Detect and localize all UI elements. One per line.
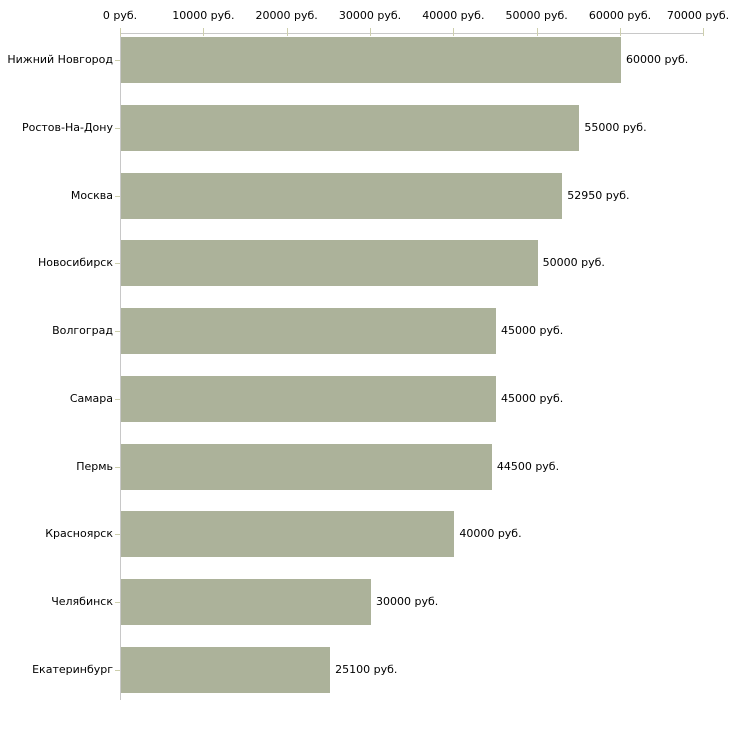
x-axis-tick-label: 30000 руб.: [338, 9, 402, 22]
category-label: Самара: [69, 391, 113, 405]
value-label: 40000 руб.: [459, 527, 522, 541]
x-axis-tick-label: 50000 руб.: [505, 9, 568, 22]
value-label: 44500 руб.: [496, 459, 560, 473]
y-axis-tick: [115, 466, 120, 468]
x-axis-tick: [369, 28, 371, 36]
y-axis-tick: [115, 398, 120, 400]
bar: [121, 647, 331, 694]
x-axis-tick-label: 60000 руб.: [588, 9, 652, 22]
value-label: 45000 руб.: [500, 391, 564, 405]
x-axis-tick: [703, 28, 705, 36]
category-label: Волгоград: [52, 324, 113, 338]
bar: [121, 375, 496, 422]
bar: [121, 240, 538, 287]
value-label: 52950 руб.: [567, 188, 630, 202]
x-axis-tick-label: 0 руб.: [102, 9, 138, 22]
bar: [121, 104, 580, 151]
category-label: Нижний Новгород: [7, 53, 113, 66]
category-label: Пермь: [76, 459, 113, 473]
x-axis-tick: [619, 28, 621, 36]
x-axis-tick: [453, 28, 455, 36]
y-axis-tick: [115, 602, 120, 604]
x-axis-line: [120, 33, 704, 34]
category-label: Москва: [70, 188, 113, 202]
category-label: Ростов-На-Дону: [21, 120, 113, 134]
y-axis-tick: [115, 263, 120, 265]
y-axis-tick: [115, 331, 120, 333]
value-label: 30000 руб.: [375, 595, 439, 609]
category-label: Новосибирск: [37, 256, 113, 270]
bar: [121, 579, 371, 626]
x-axis-tick-label: 40000 руб.: [422, 9, 485, 22]
y-axis-tick: [115, 60, 120, 61]
x-axis-tick-label: 10000 руб.: [172, 9, 235, 22]
y-axis-tick: [115, 127, 120, 129]
x-axis-tick: [286, 28, 288, 36]
y-axis-tick: [115, 534, 120, 536]
bar: [121, 37, 621, 83]
value-label: 55000 руб.: [584, 120, 647, 134]
x-axis-tick: [203, 28, 205, 36]
y-axis-line: [120, 33, 121, 701]
y-axis-tick: [115, 670, 120, 672]
category-label: Челябинск: [51, 595, 113, 609]
value-label: 25100 руб.: [335, 663, 398, 677]
bar: [121, 172, 563, 219]
bar: [121, 511, 455, 558]
bar: [121, 443, 492, 490]
x-axis-tick: [536, 28, 538, 36]
x-axis-tick: [120, 28, 121, 36]
x-axis-tick-label: 70000 руб.: [666, 9, 730, 22]
value-label: 60000 руб.: [625, 53, 689, 66]
category-label: Екатеринбург: [32, 663, 113, 677]
value-label: 50000 руб.: [542, 256, 605, 270]
y-axis-tick: [115, 195, 120, 197]
x-axis-tick-label: 20000 руб.: [255, 9, 318, 22]
value-label: 45000 руб.: [500, 324, 564, 338]
bar: [121, 308, 496, 355]
category-label: Красноярск: [45, 527, 113, 541]
